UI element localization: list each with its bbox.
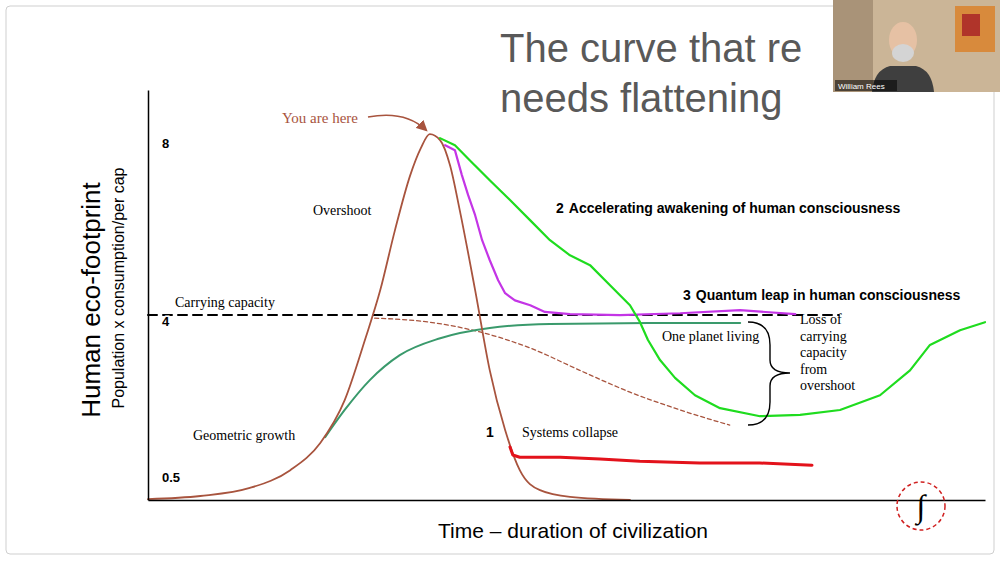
series-label: Carrying capacity — [175, 295, 275, 310]
y-axis-subtitle: Population x consumption/per cap — [110, 167, 127, 408]
plot-area — [148, 134, 985, 500]
webcam-beard — [892, 44, 914, 62]
webcam-name-bg — [835, 80, 897, 91]
series-label-line: Loss of — [800, 312, 842, 327]
y-tick: 4 — [148, 314, 170, 329]
x-axis — [149, 500, 986, 501]
series-label-line: capacity — [800, 345, 847, 360]
x-axis-title: Time – duration of civilization — [438, 519, 708, 542]
series-label-line: overshoot — [800, 378, 855, 393]
series-number: 2 — [556, 200, 564, 216]
series-label: Overshoot — [313, 203, 371, 218]
title: The curve that re — [500, 26, 802, 70]
series-label: Systems collapse — [522, 425, 618, 440]
series-number: 3 — [683, 287, 691, 303]
series-label-line: from — [800, 362, 827, 377]
y-tick-label: 8 — [162, 136, 169, 151]
webcam-bg — [833, 0, 1000, 92]
series-line — [440, 138, 985, 416]
webcam-painting — [955, 6, 995, 52]
annotation: Geometric growth — [193, 428, 295, 443]
annotation: You are here — [282, 110, 358, 126]
series-name: Accelerating awakening of human consciou… — [569, 200, 901, 216]
series-label-line: carrying — [800, 329, 847, 344]
slide-frame — [6, 6, 994, 554]
y-tick-label: 4 — [162, 314, 170, 329]
series-line — [148, 134, 630, 500]
labels: Overshoot Carrying capacity One planet liv… — [175, 200, 961, 440]
y-tick-label: 0.5 — [162, 470, 180, 485]
series-label: One planet living — [662, 329, 759, 344]
title: needs flattening — [500, 76, 782, 120]
series-number: 1 — [486, 424, 494, 440]
webcam: William Rees — [833, 0, 1000, 92]
chart-container: The curve that re needs flattening 0.5 4 8 Hu… — [0, 0, 1000, 563]
webcam-wall — [833, 0, 873, 92]
y-axis-title: Human eco-footprint — [76, 181, 106, 417]
webcam-painting-detail — [962, 14, 980, 36]
series-name: Quantum leap in human consciousness — [696, 287, 961, 303]
series-line — [148, 314, 839, 316]
series-label: Loss of carryingcapacity fromovershoot — [800, 312, 855, 393]
y-tick: 8 — [148, 136, 169, 151]
logo-ring — [897, 482, 945, 530]
presenter-name: William Rees — [838, 82, 885, 91]
y-tick: 0.5 — [148, 470, 180, 485]
brace — [748, 322, 790, 425]
logo: ∫ — [915, 488, 928, 526]
y-axis-line — [148, 91, 150, 501]
annotation-arrow — [368, 115, 426, 130]
series-label: 3 Quantum leap in human consciousness — [683, 287, 961, 303]
series-line — [510, 447, 812, 465]
slide: The curve that re needs flattening 0.5 4 8 Hu… — [0, 0, 1000, 563]
x-axis-line — [149, 500, 986, 502]
series-label: 2 Accelerating awakening of human conscio… — [556, 200, 900, 216]
